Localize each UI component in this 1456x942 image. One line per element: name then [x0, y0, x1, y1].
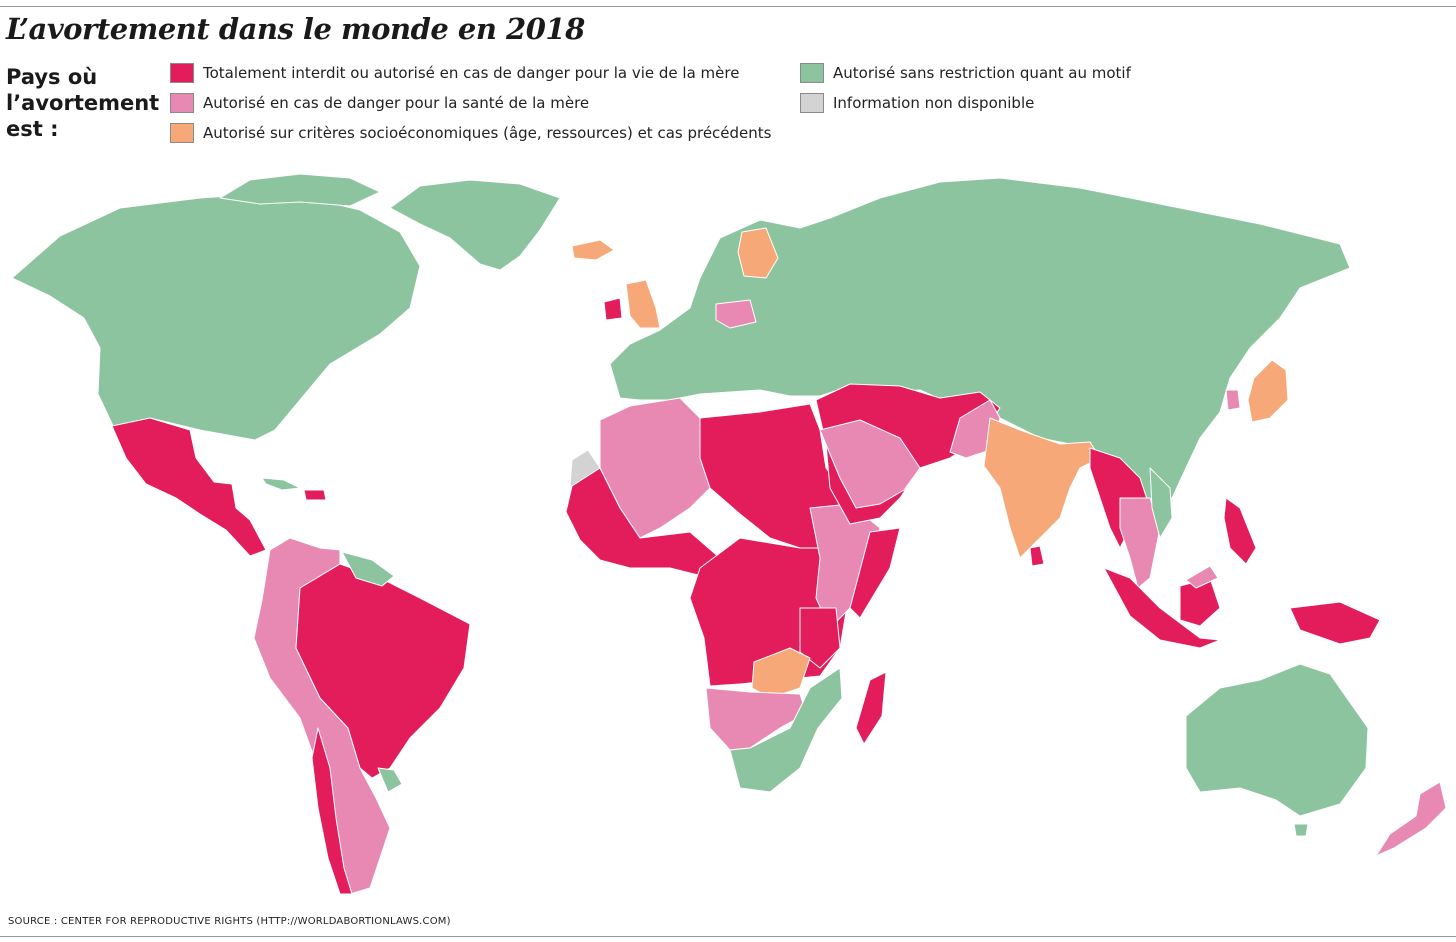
legend-heading: Pays où l’avortement est :	[6, 64, 160, 142]
region-poland	[715, 299, 757, 329]
region-north-borneo	[1185, 565, 1219, 589]
top-rule	[0, 6, 1456, 7]
legend-item-prohibited: Totalement interdit ou autorisé en cas d…	[170, 63, 739, 83]
region-southern-africa-pink	[705, 687, 807, 751]
region-tasmania	[1293, 823, 1309, 837]
legend-label-health: Autorisé en cas de danger pour la santé …	[203, 94, 590, 112]
legend-item-no-info: Information non disponible	[800, 93, 1034, 113]
region-south-america-west	[253, 537, 391, 895]
region-philippines	[1223, 497, 1257, 565]
region-greenland	[389, 179, 561, 271]
legend-swatch-on-request	[800, 63, 824, 83]
map-title: L’avortement dans le monde en 2018	[6, 12, 585, 46]
source-note: SOURCE : CENTER FOR REPRODUCTIVE RIGHTS …	[8, 916, 451, 927]
legend-item-health: Autorisé en cas de danger pour la santé …	[170, 93, 589, 113]
world-map	[11, 173, 1447, 895]
region-ireland	[603, 297, 623, 321]
region-finland	[737, 227, 779, 279]
region-mexico-central-america	[111, 417, 267, 557]
legend-heading-line-1: Pays où	[6, 65, 98, 89]
region-sri-lanka	[1029, 545, 1045, 567]
region-zambia	[751, 647, 811, 699]
region-arctic-islands	[219, 173, 381, 207]
legend-swatch-prohibited	[170, 63, 194, 83]
legend-heading-line-3: est :	[6, 117, 59, 141]
bottom-rule	[0, 936, 1456, 937]
legend-label-prohibited: Totalement interdit ou autorisé en cas d…	[203, 64, 740, 82]
region-indonesia	[1103, 567, 1221, 649]
region-somalia	[849, 527, 901, 619]
legend-label-on-request: Autorisé sans restriction quant au motif	[833, 64, 1131, 82]
legend-label-no-info: Information non disponible	[833, 94, 1035, 112]
region-madagascar	[855, 671, 887, 745]
legend-item-socioeconomic: Autorisé sur critères socioéconomiques (…	[170, 123, 771, 143]
region-south-korea	[1225, 389, 1241, 411]
region-iceland	[571, 239, 615, 261]
region-eurasia	[609, 177, 1351, 509]
legend-swatch-socioeconomic	[170, 123, 194, 143]
region-hispaniola	[303, 489, 327, 501]
region-guianas	[341, 551, 395, 587]
region-north-america	[11, 193, 421, 441]
region-india	[983, 417, 1101, 559]
legend-label-socioeconomic: Autorisé sur critères socioéconomiques (…	[203, 124, 772, 142]
region-saudi-arabia	[819, 419, 921, 509]
region-japan	[1247, 359, 1289, 423]
region-papua	[1289, 601, 1381, 645]
legend-heading-line-2: l’avortement	[6, 91, 160, 115]
region-vietnam	[1149, 467, 1173, 539]
legend-swatch-health	[170, 93, 194, 113]
region-chile	[311, 727, 353, 895]
region-australia	[1185, 663, 1369, 817]
region-south-america-east	[295, 563, 471, 779]
region-great-britain	[625, 279, 661, 329]
region-tanzania	[799, 607, 841, 669]
legend-item-on-request: Autorisé sans restriction quant au motif	[800, 63, 1131, 83]
region-new-zealand	[1375, 781, 1447, 857]
region-southern-africa-green	[729, 667, 843, 793]
legend-swatch-no-info	[800, 93, 824, 113]
region-caribbean	[261, 477, 301, 491]
region-uruguay	[377, 767, 403, 793]
